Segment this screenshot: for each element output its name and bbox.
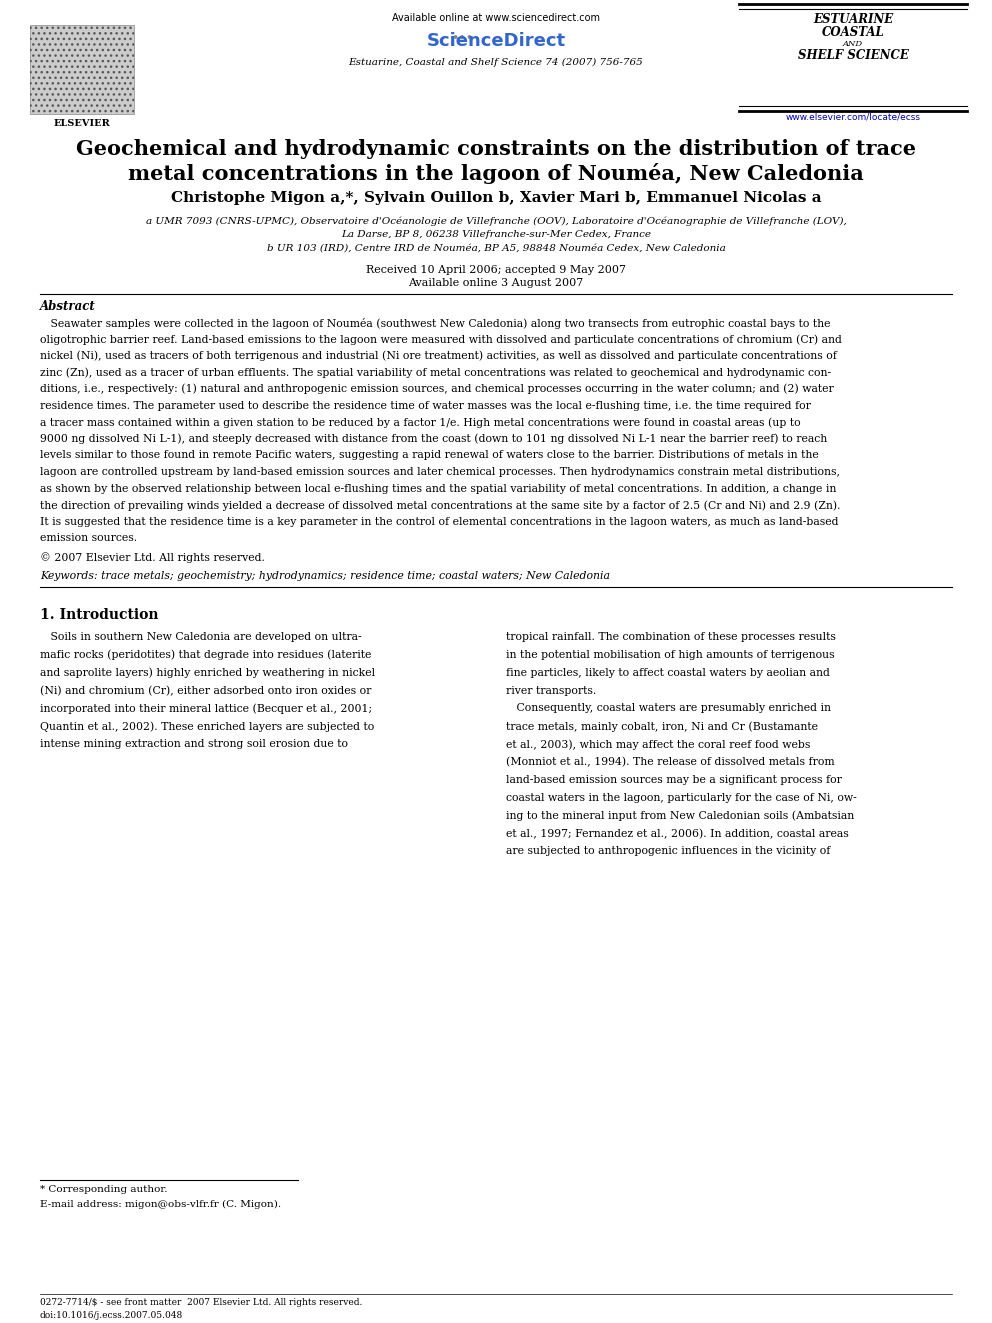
- Text: 1. Introduction: 1. Introduction: [40, 609, 158, 622]
- Text: AND: AND: [843, 40, 863, 48]
- Text: * Corresponding author.: * Corresponding author.: [40, 1185, 168, 1195]
- Text: intense mining extraction and strong soil erosion due to: intense mining extraction and strong soi…: [40, 740, 347, 749]
- Text: trace metals, mainly cobalt, iron, Ni and Cr (Bustamante: trace metals, mainly cobalt, iron, Ni an…: [506, 721, 818, 732]
- Text: © 2007 Elsevier Ltd. All rights reserved.: © 2007 Elsevier Ltd. All rights reserved…: [40, 553, 265, 564]
- Text: incorporated into their mineral lattice (Becquer et al., 2001;: incorporated into their mineral lattice …: [40, 704, 372, 714]
- Text: COASTAL: COASTAL: [821, 26, 885, 40]
- Text: (Monniot et al., 1994). The release of dissolved metals from: (Monniot et al., 1994). The release of d…: [506, 757, 834, 767]
- Text: Available online 3 August 2007: Available online 3 August 2007: [409, 278, 583, 288]
- Text: levels similar to those found in remote Pacific waters, suggesting a rapid renew: levels similar to those found in remote …: [40, 450, 818, 460]
- Text: SHELF SCIENCE: SHELF SCIENCE: [798, 49, 909, 62]
- Text: Seawater samples were collected in the lagoon of Nouméa (southwest New Caledonia: Seawater samples were collected in the l…: [40, 318, 830, 328]
- Text: Quantin et al., 2002). These enriched layers are subjected to: Quantin et al., 2002). These enriched la…: [40, 721, 374, 732]
- Text: Consequently, coastal waters are presumably enriched in: Consequently, coastal waters are presuma…: [506, 704, 831, 713]
- Text: as shown by the observed relationship between local e-flushing times and the spa: as shown by the observed relationship be…: [40, 483, 836, 493]
- Text: ScienceDirect: ScienceDirect: [427, 32, 565, 50]
- Text: et al., 2003), which may affect the coral reef food webs: et al., 2003), which may affect the cora…: [506, 740, 810, 750]
- Text: 9000 ng dissolved Ni L-1), and steeply decreased with distance from the coast (d: 9000 ng dissolved Ni L-1), and steeply d…: [40, 434, 827, 445]
- Text: the direction of prevailing winds yielded a decrease of dissolved metal concentr: the direction of prevailing winds yielde…: [40, 500, 840, 511]
- Text: in the potential mobilisation of high amounts of terrigenous: in the potential mobilisation of high am…: [506, 650, 834, 660]
- Text: Estuarine, Coastal and Shelf Science 74 (2007) 756-765: Estuarine, Coastal and Shelf Science 74 …: [348, 58, 644, 67]
- Text: river transports.: river transports.: [506, 685, 596, 696]
- Text: metal concentrations in the lagoon of Nouméa, New Caledonia: metal concentrations in the lagoon of No…: [128, 163, 864, 184]
- Text: E-mail address: migon@obs-vlfr.fr (C. Migon).: E-mail address: migon@obs-vlfr.fr (C. Mi…: [40, 1200, 281, 1209]
- Text: tropical rainfall. The combination of these processes results: tropical rainfall. The combination of th…: [506, 632, 836, 642]
- Text: ELSEVIER: ELSEVIER: [54, 119, 111, 128]
- Text: emission sources.: emission sources.: [40, 533, 137, 544]
- Text: Available online at www.sciencedirect.com: Available online at www.sciencedirect.co…: [392, 13, 600, 24]
- Text: Christophe Migon a,*, Sylvain Ouillon b, Xavier Mari b, Emmanuel Nicolas a: Christophe Migon a,*, Sylvain Ouillon b,…: [171, 191, 821, 205]
- Text: fine particles, likely to affect coastal waters by aeolian and: fine particles, likely to affect coastal…: [506, 668, 829, 677]
- Text: 0272-7714/$ - see front matter  2007 Elsevier Ltd. All rights reserved.: 0272-7714/$ - see front matter 2007 Else…: [40, 1298, 362, 1307]
- Text: Abstract: Abstract: [40, 300, 95, 314]
- Text: www.elsevier.com/locate/ecss: www.elsevier.com/locate/ecss: [786, 112, 921, 122]
- Bar: [30, 25, 134, 114]
- Text: and saprolite layers) highly enriched by weathering in nickel: and saprolite layers) highly enriched by…: [40, 668, 375, 679]
- Text: are subjected to anthropogenic influences in the vicinity of: are subjected to anthropogenic influence…: [506, 847, 830, 856]
- Text: La Darse, BP 8, 06238 Villefranche-sur-Mer Cedex, France: La Darse, BP 8, 06238 Villefranche-sur-M…: [341, 230, 651, 239]
- Text: ditions, i.e., respectively: (1) natural and anthropogenic emission sources, and: ditions, i.e., respectively: (1) natural…: [40, 384, 833, 394]
- Text: doi:10.1016/j.ecss.2007.05.048: doi:10.1016/j.ecss.2007.05.048: [40, 1311, 183, 1320]
- Text: ing to the mineral input from New Caledonian soils (Ambatsian: ing to the mineral input from New Caledo…: [506, 811, 854, 822]
- Text: oligotrophic barrier reef. Land-based emissions to the lagoon were measured with: oligotrophic barrier reef. Land-based em…: [40, 335, 841, 345]
- Text: mafic rocks (peridotites) that degrade into residues (laterite: mafic rocks (peridotites) that degrade i…: [40, 650, 371, 660]
- Text: Soils in southern New Caledonia are developed on ultra-: Soils in southern New Caledonia are deve…: [40, 632, 361, 642]
- Text: Geochemical and hydrodynamic constraints on the distribution of trace: Geochemical and hydrodynamic constraints…: [76, 139, 916, 159]
- Text: Keywords: trace metals; geochemistry; hydrodynamics; residence time; coastal wat: Keywords: trace metals; geochemistry; hy…: [40, 572, 610, 581]
- Text: Received 10 April 2006; accepted 9 May 2007: Received 10 April 2006; accepted 9 May 2…: [366, 265, 626, 275]
- Text: coastal waters in the lagoon, particularly for the case of Ni, ow-: coastal waters in the lagoon, particular…: [506, 792, 857, 803]
- Text: et al., 1997; Fernandez et al., 2006). In addition, coastal areas: et al., 1997; Fernandez et al., 2006). I…: [506, 828, 849, 839]
- Text: ESTUARINE: ESTUARINE: [813, 13, 893, 26]
- Text: (Ni) and chromium (Cr), either adsorbed onto iron oxides or: (Ni) and chromium (Cr), either adsorbed …: [40, 685, 371, 696]
- Text: nickel (Ni), used as tracers of both terrigenous and industrial (Ni ore treatmen: nickel (Ni), used as tracers of both ter…: [40, 351, 836, 361]
- Text: a tracer mass contained within a given station to be reduced by a factor 1/e. Hi: a tracer mass contained within a given s…: [40, 417, 801, 427]
- Text: zinc (Zn), used as a tracer of urban effluents. The spatial variability of metal: zinc (Zn), used as a tracer of urban eff…: [40, 368, 831, 378]
- Text: lagoon are controlled upstream by land-based emission sources and later chemical: lagoon are controlled upstream by land-b…: [40, 467, 839, 478]
- Text: land-based emission sources may be a significant process for: land-based emission sources may be a sig…: [506, 775, 842, 785]
- Text: a UMR 7093 (CNRS-UPMC), Observatoire d'Océanologie de Villefranche (OOV), Labora: a UMR 7093 (CNRS-UPMC), Observatoire d'O…: [146, 217, 846, 226]
- Text: •••: •••: [451, 32, 473, 45]
- Bar: [30, 25, 134, 114]
- Text: It is suggested that the residence time is a key parameter in the control of ele: It is suggested that the residence time …: [40, 517, 838, 527]
- Text: b UR 103 (IRD), Centre IRD de Nouméa, BP A5, 98848 Nouméa Cedex, New Caledonia: b UR 103 (IRD), Centre IRD de Nouméa, BP…: [267, 243, 725, 253]
- Text: residence times. The parameter used to describe the residence time of water mass: residence times. The parameter used to d…: [40, 401, 810, 410]
